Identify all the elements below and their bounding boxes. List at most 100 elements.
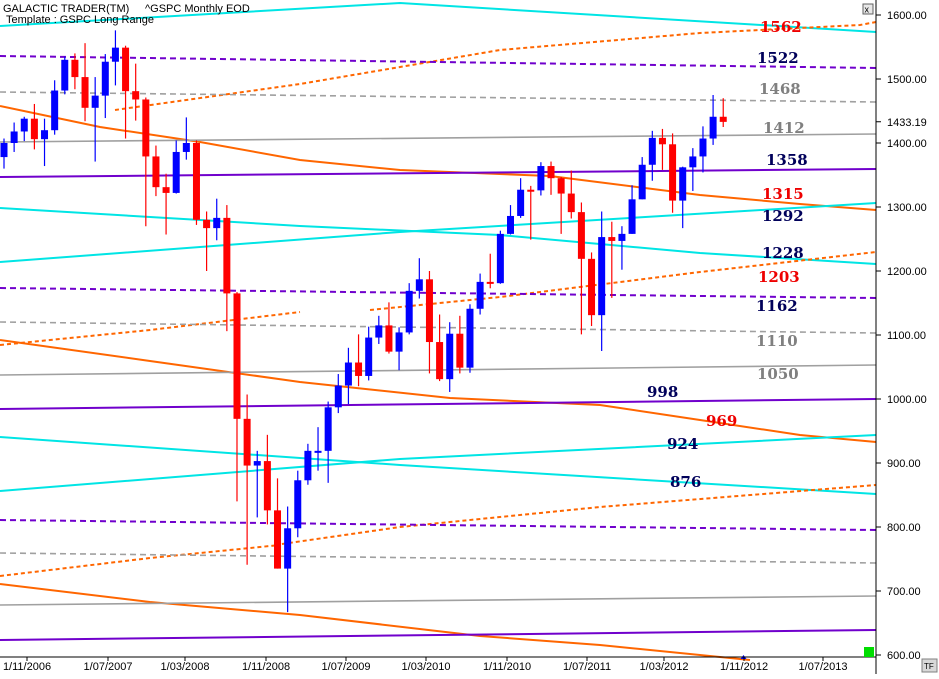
overlay-line bbox=[0, 339, 877, 443]
y-tick-label: 800.00 bbox=[887, 522, 921, 534]
level-label: 1050 bbox=[757, 365, 799, 383]
overlay-line bbox=[0, 544, 281, 577]
candle-body bbox=[588, 258, 596, 316]
candle-body bbox=[385, 325, 393, 352]
candle-body bbox=[365, 337, 373, 376]
candle-body bbox=[486, 281, 494, 284]
candle-body bbox=[699, 138, 707, 157]
level-labels: 1562 1522 1468 1412 1358 1315 1292 1228 1203 1162… bbox=[647, 18, 808, 491]
y-tick-label: 700.00 bbox=[887, 586, 921, 598]
overlay-line bbox=[0, 55, 877, 69]
y-tick-label: 900.00 bbox=[887, 458, 921, 470]
candle-body bbox=[658, 137, 666, 145]
template-name: Template : GSPC Long Range bbox=[6, 14, 154, 26]
x-tick-label: 1/07/2011 bbox=[563, 661, 611, 673]
y-tick-label: 1500.00 bbox=[887, 74, 927, 86]
x-tick-label: 1/11/2006 bbox=[3, 661, 51, 673]
candle-body bbox=[456, 333, 464, 368]
candle-body bbox=[598, 237, 606, 316]
candle-body bbox=[608, 237, 616, 241]
candle-body bbox=[537, 166, 545, 191]
candle-body bbox=[192, 143, 200, 220]
candle-body bbox=[648, 137, 656, 165]
close-icon: x bbox=[865, 5, 870, 15]
x-tick-label: 1/03/2012 bbox=[640, 661, 689, 673]
overlay-line bbox=[0, 519, 877, 531]
x-tick-label: 1/03/2008 bbox=[161, 661, 210, 673]
candles bbox=[0, 30, 747, 659]
candle-body bbox=[628, 199, 636, 234]
overlay-line bbox=[0, 321, 877, 334]
candle-body bbox=[172, 151, 180, 193]
level-label: 1228 bbox=[762, 244, 804, 262]
level-label: 1562 bbox=[760, 18, 802, 36]
candle-body bbox=[709, 116, 717, 139]
overlay-line bbox=[0, 595, 877, 606]
y-tick-label: 1300.00 bbox=[887, 202, 927, 214]
candle-body bbox=[182, 143, 190, 152]
candle-body bbox=[324, 407, 332, 451]
y-tick-label: 1400.00 bbox=[887, 138, 927, 150]
candle-body bbox=[20, 118, 28, 132]
y-axis: 1600.00 1500.00 1400.00 1300.00 1200.00 1100.… bbox=[875, 0, 927, 674]
level-label: 1522 bbox=[757, 49, 799, 67]
candle-body bbox=[304, 450, 312, 481]
candle-body bbox=[436, 342, 444, 380]
candle-body bbox=[689, 156, 697, 168]
candle-body bbox=[10, 131, 18, 143]
candle-body bbox=[61, 59, 69, 91]
y-tick-label: 1200.00 bbox=[887, 266, 927, 278]
level-label: 998 bbox=[647, 383, 678, 401]
candle-body bbox=[284, 528, 292, 569]
candle-body bbox=[669, 144, 677, 201]
candle-body bbox=[355, 362, 363, 376]
candle-body bbox=[263, 461, 271, 511]
candle-body bbox=[557, 178, 565, 194]
candle-body bbox=[243, 418, 251, 466]
app-title: GALACTIC TRADER(TM) bbox=[3, 3, 129, 15]
candle-body bbox=[527, 189, 535, 192]
x-tick-label: 1/11/2012 bbox=[720, 661, 768, 673]
overlay-line bbox=[0, 583, 751, 661]
x-axis: 1/11/2006 1/07/2007 1/03/2008 1/11/2008 1/07… bbox=[0, 656, 876, 673]
y-tick-label: 1100.00 bbox=[887, 330, 926, 342]
x-tick-label: 1/07/2013 bbox=[799, 661, 848, 673]
candle-body bbox=[81, 77, 89, 108]
close-button[interactable] bbox=[862, 3, 874, 15]
candle-body bbox=[142, 99, 150, 157]
candle-body bbox=[111, 47, 119, 62]
candle-body bbox=[567, 193, 575, 213]
y-tick-label: 600.00 bbox=[887, 650, 921, 662]
symbol-title: ^GSPC Monthly EOD bbox=[145, 3, 250, 15]
green-marker-icon bbox=[864, 647, 874, 657]
x-tick-label: 1/11/2010 bbox=[483, 661, 531, 673]
tf-badge[interactable] bbox=[921, 658, 938, 673]
y-tick-label: 1000.00 bbox=[887, 394, 927, 406]
x-tick-label: 1/11/2008 bbox=[242, 661, 290, 673]
candle-body bbox=[547, 166, 555, 179]
candle-body bbox=[294, 480, 302, 529]
level-label: 1292 bbox=[762, 207, 804, 225]
level-label: 969 bbox=[706, 412, 737, 430]
candle-body bbox=[679, 167, 687, 201]
level-label: 924 bbox=[667, 435, 698, 453]
candle-body bbox=[517, 189, 525, 216]
x-tick-label: 1/07/2009 bbox=[322, 661, 371, 673]
candle-body bbox=[446, 333, 454, 380]
level-label: 1412 bbox=[763, 119, 805, 137]
overlay-lines bbox=[0, 1, 877, 661]
candle-body bbox=[314, 450, 322, 453]
candle-body bbox=[41, 130, 49, 140]
tf-badge-label: TF bbox=[924, 662, 934, 671]
candle-body bbox=[395, 332, 403, 352]
level-label: 876 bbox=[670, 473, 701, 491]
last-price-label: 1433.19 bbox=[887, 117, 927, 129]
level-label: 1358 bbox=[766, 151, 808, 169]
candle-body bbox=[122, 47, 130, 92]
candle-body bbox=[466, 308, 474, 368]
overlay-line bbox=[0, 105, 877, 211]
candle-body bbox=[334, 385, 342, 408]
candle-body bbox=[274, 510, 282, 569]
candle-body bbox=[132, 91, 140, 100]
candle-body bbox=[425, 279, 433, 343]
